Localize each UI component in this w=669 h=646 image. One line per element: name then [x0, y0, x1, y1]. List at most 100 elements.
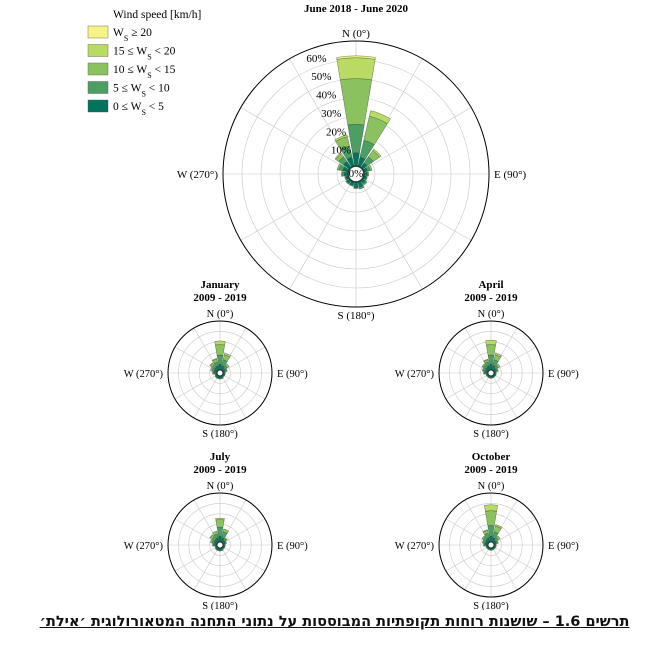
legend-title: Wind speed [km/h] [113, 9, 201, 21]
grid-spoke [219, 518, 266, 546]
rose-bar [486, 344, 496, 356]
grid-spoke [464, 372, 492, 419]
rose-bar [212, 530, 218, 536]
rose-bar [353, 187, 359, 189]
direction-label-n: N (0°) [207, 481, 234, 492]
rose-bar [364, 176, 368, 181]
rose-bar [336, 163, 342, 171]
rose-bar [222, 547, 225, 550]
outer-ring [167, 492, 273, 598]
grid-spoke [240, 107, 357, 175]
rose-bar [214, 545, 217, 549]
direction-label-w: W (270°) [124, 541, 164, 552]
center-hole [487, 541, 495, 549]
rose-bar [495, 524, 503, 529]
rose-bar [483, 543, 486, 547]
legend-swatch [87, 44, 109, 57]
rose-bar [495, 543, 497, 547]
rose-bar [494, 545, 497, 549]
rose-bar [496, 368, 499, 372]
direction-label-n: N (0°) [478, 481, 505, 492]
outer-ring [438, 492, 544, 598]
wind-rose-1: N (0°) S (180°) E (90°) W (270°) January2009… [124, 279, 309, 440]
rose-bar [334, 134, 348, 142]
rose-title: July [210, 451, 231, 463]
direction-label-s: S (180°) [473, 601, 509, 610]
rose-title: 2009 - 2019 [193, 292, 247, 304]
rose-bar [211, 358, 218, 362]
legend-label: WS ≥ 20 [113, 27, 152, 43]
legend-label: 0 ≤ WS < 5 [113, 101, 164, 117]
direction-label-n: N (0°) [207, 309, 234, 320]
direction-label-w: W (270°) [124, 369, 164, 380]
rose-bar [495, 353, 502, 358]
rose-bar [491, 376, 495, 379]
rose-title: October [472, 451, 511, 463]
direction-label-e: E (90°) [548, 541, 579, 552]
grid-spoke [219, 346, 266, 374]
outer-ring [438, 320, 544, 426]
rose-bar [218, 378, 222, 380]
rose-bar [334, 152, 342, 160]
rose-bar [216, 549, 220, 552]
rose-bar [215, 519, 225, 528]
rose-title: June 2018 - June 2020 [304, 3, 408, 15]
rose-bar [336, 57, 376, 81]
rose-bar [224, 353, 231, 358]
legend-label: 10 ≤ WS < 15 [113, 64, 176, 80]
rose-bar [493, 375, 496, 378]
outer-ring [167, 320, 273, 426]
rose-bar [344, 176, 348, 181]
grid-spoke [219, 544, 266, 572]
center-hole [347, 165, 365, 183]
grid-spoke [174, 544, 221, 572]
grid-spoke [490, 518, 537, 546]
rose-bar [222, 528, 229, 534]
grid-spoke [490, 372, 518, 419]
grid-spoke [219, 372, 266, 400]
rose-bar [216, 377, 220, 380]
grid-spoke [490, 544, 518, 591]
radial-tick-label: 30% [321, 108, 341, 120]
rose-bar [210, 539, 214, 544]
grid-spoke [174, 372, 221, 400]
rose-bar [222, 375, 225, 378]
rose-bar [210, 367, 214, 372]
grid-spoke [464, 544, 492, 591]
rose-bar [342, 171, 345, 177]
legend-swatch [87, 81, 109, 94]
rose-bar [220, 377, 224, 380]
legend-label: 15 ≤ WS < 20 [113, 46, 176, 62]
rose-bar [485, 339, 497, 346]
grid-spoke [240, 173, 357, 241]
direction-label-s: S (180°) [202, 429, 238, 440]
rose-bar [484, 504, 498, 512]
radial-tick-label: 20% [326, 126, 346, 138]
rose-bar [491, 548, 495, 551]
rose-bar [214, 373, 217, 377]
rose-bar [358, 185, 365, 190]
grid-spoke [490, 544, 537, 572]
rose-bar [223, 373, 226, 377]
rose-bar [483, 358, 489, 362]
grid-spoke [219, 544, 247, 591]
rose-bar [487, 548, 491, 551]
wind-rose-4: N (0°) S (180°) E (90°) W (270°) October2009… [395, 451, 580, 610]
grid-spoke [445, 372, 492, 400]
radial-tick-label: 50% [311, 71, 331, 83]
rose-bar [341, 171, 343, 177]
rose-title: 2009 - 2019 [464, 464, 518, 476]
rose-title: January [200, 279, 240, 291]
rose-bar [496, 363, 501, 368]
rose-bar [486, 547, 489, 550]
rose-title: 2009 - 2019 [464, 292, 518, 304]
rose-bar [223, 545, 226, 549]
rose-bar [349, 183, 354, 187]
rose-bar [220, 549, 224, 552]
rose-bar [224, 543, 226, 547]
grid-spoke [193, 544, 221, 591]
rose-bar [481, 539, 485, 544]
outer-ring [222, 40, 490, 308]
direction-label-w: W (270°) [395, 369, 435, 380]
